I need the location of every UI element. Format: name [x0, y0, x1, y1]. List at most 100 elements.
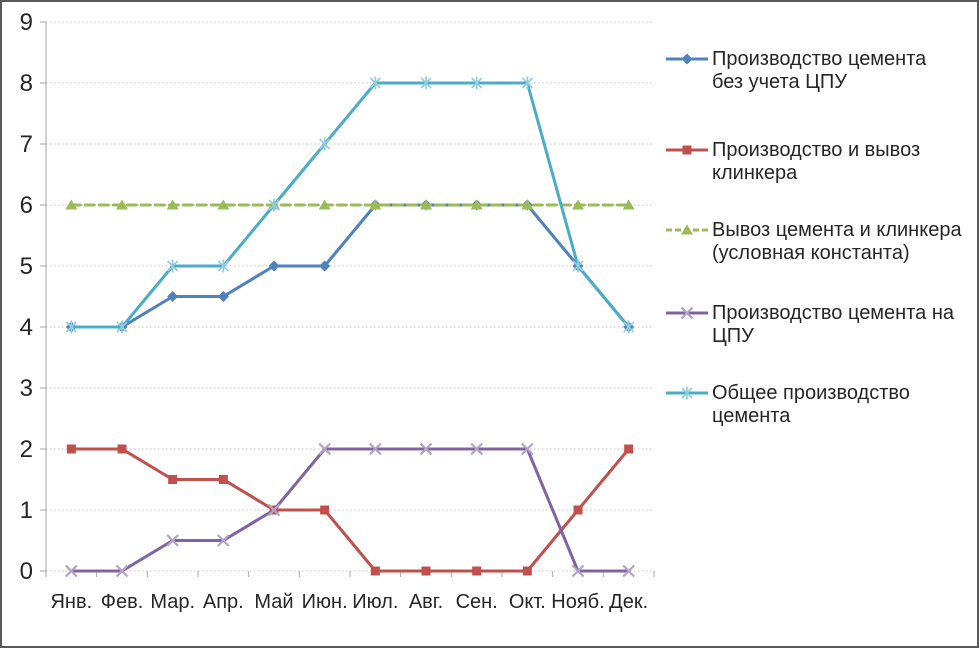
- y-axis-tick-label: 0: [20, 558, 33, 585]
- legend-entry-cement-without-cpu: Производство цемента без учета ЦПУ: [665, 48, 962, 94]
- asterisk-marker: [471, 76, 483, 90]
- asterisk-marker: [420, 76, 432, 90]
- x-marker: [267, 503, 281, 517]
- x-marker: [166, 534, 179, 547]
- x-axis-tick-label: Дек.: [609, 591, 648, 613]
- x-axis-tick-label: Мар.: [150, 591, 195, 613]
- asterisk-marker: [681, 386, 693, 400]
- y-axis-tick-label: 6: [20, 192, 33, 219]
- y-axis-tick-label: 3: [20, 375, 33, 402]
- asterisk-marker: [369, 76, 381, 90]
- diamond-marker: [319, 260, 331, 272]
- series-3: [65, 442, 635, 578]
- legend-label: Производство цемента без учета ЦПУ: [712, 48, 927, 93]
- triangle-marker: [622, 199, 635, 210]
- legend-asterisk-line-icon: [666, 386, 708, 400]
- square-marker: [573, 505, 583, 515]
- x-marker: [680, 306, 694, 320]
- x-marker: [470, 442, 483, 456]
- square-marker: [117, 444, 127, 454]
- triangle-marker: [470, 199, 483, 210]
- y-axis-tick-label: 9: [20, 9, 33, 36]
- triangle-marker: [572, 199, 584, 210]
- legend-entry-total-cement-production: Общее производство цемента: [665, 382, 962, 428]
- x-axis-tick-label: Июн.: [302, 591, 348, 613]
- asterisk-marker: [65, 320, 77, 334]
- y-axis-tick-label: 8: [20, 70, 33, 97]
- series-line: [69, 81, 631, 329]
- asterisk-marker: [572, 259, 584, 273]
- square-marker: [218, 475, 228, 484]
- x-marker: [521, 442, 534, 456]
- triangle-marker: [166, 199, 179, 210]
- square-marker: [370, 566, 380, 576]
- square-marker: [522, 566, 532, 576]
- series-line: [69, 203, 631, 329]
- square-marker: [472, 566, 482, 576]
- y-axis-tick-label: 7: [20, 131, 33, 158]
- x-marker: [419, 442, 433, 456]
- diamond-marker: [681, 53, 693, 65]
- square-marker: [168, 475, 178, 484]
- legend-entry-cement-on-cpu: Производство цемента на ЦПУ: [665, 302, 962, 348]
- x-marker: [65, 564, 78, 578]
- x-marker: [369, 442, 382, 456]
- legend-entry-cement-clinker-export-constant: Вывоз цемента и клинкера (условная конст…: [665, 219, 962, 265]
- x-marker: [318, 442, 331, 456]
- diamond-marker: [167, 291, 179, 302]
- triangle-marker: [217, 199, 230, 210]
- legend-label: Производство и вывоз клинкера: [712, 139, 921, 184]
- asterisk-marker: [116, 320, 128, 334]
- square-marker: [421, 566, 431, 576]
- legend-square-line-icon: [666, 145, 708, 155]
- square-marker: [682, 145, 692, 155]
- legend-x-line-icon: [666, 306, 708, 320]
- y-axis-tick-label: 5: [20, 253, 33, 280]
- triangle-marker: [420, 199, 432, 210]
- series-4: [65, 76, 635, 334]
- asterisk-marker: [319, 137, 331, 151]
- x-axis-tick-label: Авг.: [409, 591, 443, 613]
- legend-diamond-line-icon: [666, 53, 708, 65]
- x-axis-tick-label: Окт.: [509, 591, 546, 613]
- x-marker: [115, 564, 129, 578]
- legend-label: Вывоз цемента и клинкера (условная конст…: [712, 219, 962, 264]
- triangle-marker: [369, 199, 382, 210]
- series-line: [69, 447, 631, 573]
- series-2: [65, 199, 635, 210]
- asterisk-marker: [623, 320, 635, 334]
- x-axis-tick-label: Июл.: [352, 591, 398, 613]
- x-marker: [217, 534, 230, 547]
- asterisk-marker: [217, 259, 229, 273]
- legend-triangle-dashed-line-icon: [666, 224, 708, 235]
- diamond-marker: [217, 291, 229, 302]
- x-axis-tick-label: Сен.: [456, 591, 498, 613]
- triangle-marker: [65, 199, 78, 210]
- diamond-marker: [268, 260, 280, 272]
- y-axis-tick-label: 2: [20, 436, 33, 463]
- x-marker: [571, 564, 585, 578]
- series-1: [66, 444, 634, 576]
- triangle-marker: [681, 224, 693, 235]
- asterisk-marker: [268, 198, 280, 212]
- x-axis-tick-label: Нояб.: [551, 591, 604, 613]
- triangle-marker: [116, 199, 128, 210]
- series-line: [69, 447, 631, 573]
- x-axis-tick-label: Апр.: [203, 591, 244, 613]
- x-axis-tick-label: Янв.: [50, 591, 92, 613]
- x-axis-tick-label: Фев.: [101, 591, 144, 613]
- triangle-marker: [318, 199, 331, 210]
- square-marker: [624, 444, 634, 454]
- asterisk-marker: [167, 259, 179, 273]
- square-marker: [66, 444, 76, 454]
- square-marker: [320, 505, 330, 515]
- y-axis-tick-label: 1: [20, 497, 33, 524]
- asterisk-marker: [521, 76, 533, 90]
- legend-label: Общее производство цемента: [712, 382, 910, 427]
- x-axis-tick-label: Май: [254, 591, 293, 613]
- legend-label: Производство цемента на ЦПУ: [712, 302, 955, 347]
- triangle-marker: [521, 199, 534, 210]
- legend-entry-clinker-production-export: Производство и вывоз клинкера: [665, 139, 962, 185]
